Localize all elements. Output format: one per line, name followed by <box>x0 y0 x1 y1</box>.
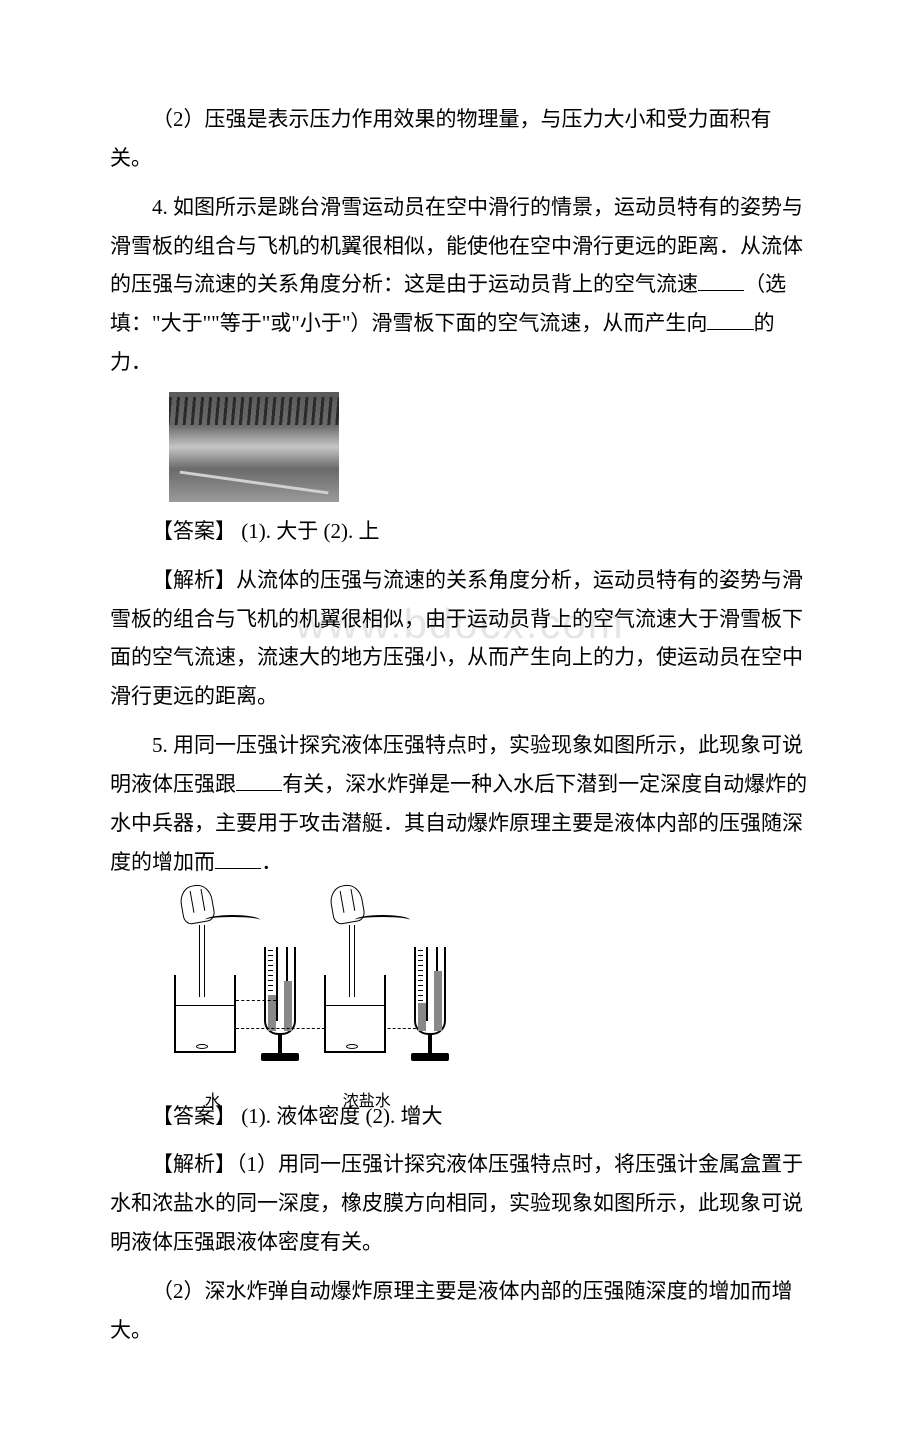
probe-tip-salt <box>346 1044 358 1049</box>
q5-blank-2 <box>215 848 261 869</box>
utube-pole <box>428 1035 432 1053</box>
utube-stand <box>261 1053 299 1061</box>
q5-blank-1 <box>236 770 282 791</box>
utube-stand <box>411 1053 449 1061</box>
q5-text-part3: ． <box>261 850 282 874</box>
pressure-diagram: 水 浓盐水 <box>169 892 459 1087</box>
question-4-explanation: 【解析】从流体的压强与流速的关系角度分析，运动员特有的姿势与滑雪板的组合与飞机的… <box>110 561 810 716</box>
question-5-explanation-2: （2）深水炸弹自动爆炸原理主要是液体内部的压强随深度的增加而增大。 <box>110 1272 810 1350</box>
pressure-gauge-figure: 水 浓盐水 <box>169 892 810 1087</box>
q4-blank-2 <box>707 309 753 330</box>
utube-pole <box>278 1035 282 1053</box>
liquid-column-right <box>284 981 292 1031</box>
beaker-salt <box>324 975 386 1053</box>
liquid-column-right <box>434 971 442 1031</box>
label-water: 水 <box>205 1087 221 1117</box>
probe-water <box>199 925 205 997</box>
ski-jump-figure <box>169 392 810 502</box>
tube-connect-salt <box>355 915 410 925</box>
paragraph-explain-2: （2）压强是表示压力作用效果的物理量，与压力大小和受力面积有关。 <box>110 100 810 178</box>
probe-salt <box>349 925 355 997</box>
setup-water <box>169 923 304 1053</box>
tube-connect-water <box>205 915 260 925</box>
label-saltwater: 浓盐水 <box>343 1087 391 1117</box>
q4-blank-1 <box>698 270 744 291</box>
question-4-answer: 【答案】 (1). 大于 (2). 上 <box>110 512 810 551</box>
question-5-text: 5. 用同一压强计探究液体压强特点时，实验现象如图所示，此现象可说明液体压强跟有… <box>110 726 810 881</box>
utube-water <box>264 947 296 1035</box>
utube-salt <box>414 947 446 1035</box>
liquid-column-left <box>418 1003 426 1031</box>
reference-line-top <box>236 1000 276 1001</box>
question-4-text: 4. 如图所示是跳台滑雪运动员在空中滑行的情景，运动员特有的姿势与滑雪板的组合与… <box>110 188 810 382</box>
setup-saltwater <box>319 923 454 1053</box>
ski-jump-image <box>169 392 339 502</box>
question-5-explanation-1: 【解析】（1）用同一压强计探究液体压强特点时，将压强计金属盒置于水和浓盐水的同一… <box>110 1145 810 1262</box>
beaker-water <box>174 975 236 1053</box>
probe-tip-water <box>196 1044 208 1049</box>
